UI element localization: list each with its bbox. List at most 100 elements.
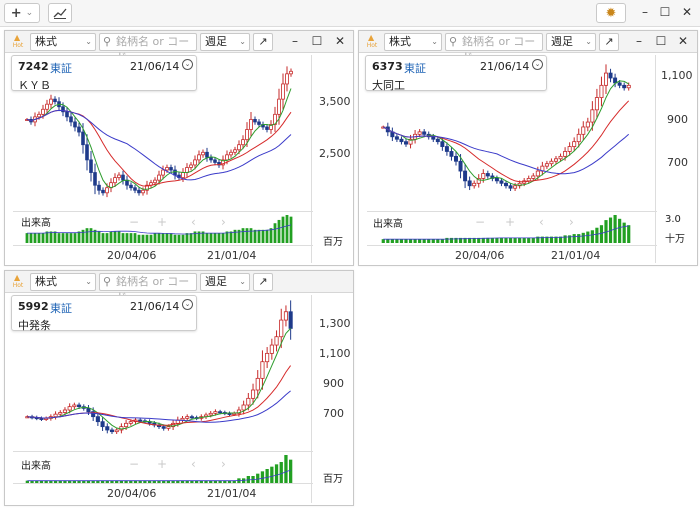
popout-button[interactable]: ↗ <box>253 273 273 291</box>
volume-bar <box>147 480 152 483</box>
candle-body <box>105 426 110 431</box>
volume-bar <box>189 233 193 243</box>
volume-minus-button[interactable]: − <box>475 215 486 229</box>
volume-bar <box>85 228 89 243</box>
panel-close-button[interactable]: ✕ <box>334 34 346 48</box>
scroll-right-button[interactable]: › <box>221 215 226 229</box>
volume-bar <box>165 233 169 243</box>
chart-button[interactable] <box>48 3 72 23</box>
volume-plus-button[interactable]: + <box>157 457 168 471</box>
scroll-right-button[interactable]: › <box>569 215 574 229</box>
volume-minus-button[interactable]: − <box>129 457 140 471</box>
exchange-label: 東証 <box>404 62 426 75</box>
volume-bar <box>486 237 490 243</box>
volume-bar <box>518 237 522 243</box>
volume-plus-button[interactable]: + <box>157 215 168 229</box>
settings-button[interactable]: ✹ <box>596 3 626 23</box>
volume-plus-button[interactable]: + <box>505 215 516 229</box>
panel-close-button[interactable]: ✕ <box>677 34 689 48</box>
volume-divider <box>13 451 313 452</box>
panel-header: Hot 株式⌄ ⚲銘柄名 or コード 週足⌄ ↗ – ☐ ✕ <box>5 25 353 64</box>
volume-bar <box>440 239 444 243</box>
popout-button[interactable]: ↗ <box>253 33 273 51</box>
symbol-search-input[interactable]: ⚲銘柄名 or コード <box>445 33 543 64</box>
volume-bar <box>110 480 114 483</box>
y-tick: 700 <box>667 156 688 169</box>
hot-icon[interactable]: Hot <box>363 25 381 51</box>
volume-bar <box>124 480 128 483</box>
candle-body <box>444 146 449 152</box>
volume-bar <box>100 480 105 483</box>
candle-body <box>626 84 631 89</box>
volume-bar <box>289 216 293 243</box>
chart-icon <box>53 8 67 19</box>
hot-icon[interactable]: Hot <box>9 265 27 291</box>
volume-bar <box>101 233 105 243</box>
volume-bar <box>213 233 217 243</box>
period-select[interactable]: 週足 ⌄ <box>546 33 596 51</box>
volume-bar <box>77 231 81 243</box>
stock-name: 中発条 <box>18 319 51 332</box>
candle-body <box>265 126 269 130</box>
y-tick: 700 <box>323 407 344 420</box>
close-button[interactable]: ✕ <box>681 5 693 19</box>
scroll-left-button[interactable]: ‹ <box>191 215 196 229</box>
chevron-down-icon[interactable]: ⌄ <box>532 59 543 70</box>
volume-bar <box>162 480 166 483</box>
volume-bar <box>173 234 177 243</box>
volume-minus-button[interactable]: − <box>129 215 140 229</box>
candle-body <box>161 169 165 176</box>
volume-bar <box>197 231 201 243</box>
volume-bar <box>161 233 165 243</box>
candle-body <box>205 151 209 158</box>
maximize-button[interactable]: ☐ <box>659 5 671 19</box>
market-select[interactable]: 株式 ⌄ <box>30 273 96 291</box>
candle-body <box>39 417 44 420</box>
symbol-search-input[interactable]: ⚲銘柄名 or コード <box>99 273 197 304</box>
candle-body <box>608 72 613 79</box>
market-select[interactable]: 株式 ⌄ <box>30 33 96 51</box>
candle-body <box>394 136 399 140</box>
panel-minimize-button[interactable]: – <box>636 34 642 48</box>
scroll-right-button[interactable]: › <box>221 457 226 471</box>
hot-icon[interactable]: Hot <box>9 25 27 51</box>
volume-bar <box>58 480 62 483</box>
volume-bar <box>53 480 58 483</box>
candle-body <box>37 113 41 118</box>
panel-minimize-button[interactable]: – <box>292 34 298 48</box>
candle-body <box>440 141 445 147</box>
volume-bar <box>273 223 277 243</box>
popout-button[interactable]: ↗ <box>599 33 619 51</box>
panel-maximize-button[interactable]: ☐ <box>655 34 667 48</box>
stock-info-card: 5992 東証 21/06/14 ⌄ 中発条 <box>11 295 197 332</box>
add-button[interactable]: + ⌄ <box>4 3 40 23</box>
candle-body <box>613 77 618 84</box>
scroll-left-button[interactable]: ‹ <box>539 215 544 229</box>
volume-label: 出来高 <box>21 461 51 472</box>
plus-icon: + <box>10 5 22 21</box>
period-select[interactable]: 週足 ⌄ <box>200 273 250 291</box>
chevron-down-icon[interactable]: ⌄ <box>182 299 193 310</box>
candle-body <box>109 429 115 433</box>
minimize-button[interactable]: – <box>642 5 648 19</box>
candle-body <box>138 419 143 422</box>
volume-bar <box>223 480 227 483</box>
volume-bar <box>279 462 283 483</box>
candle-body <box>257 121 261 125</box>
candle-body <box>281 83 285 100</box>
symbol-search-input[interactable]: ⚲銘柄名 or コード <box>99 33 197 64</box>
volume-divider <box>367 211 657 212</box>
candle-body <box>288 311 293 329</box>
period-select[interactable]: 週足 ⌄ <box>200 33 250 51</box>
volume-bar <box>431 239 435 243</box>
candle-body <box>189 164 193 168</box>
panel-maximize-button[interactable]: ☐ <box>311 34 323 48</box>
market-select[interactable]: 株式 ⌄ <box>384 33 442 51</box>
ma-short-line <box>27 328 291 430</box>
scroll-left-button[interactable]: ‹ <box>191 457 196 471</box>
search-icon: ⚲ <box>103 35 112 48</box>
volume-bar <box>422 239 426 243</box>
x-axis-line <box>13 483 313 484</box>
volume-bar <box>265 469 269 483</box>
chevron-down-icon[interactable]: ⌄ <box>182 59 193 70</box>
